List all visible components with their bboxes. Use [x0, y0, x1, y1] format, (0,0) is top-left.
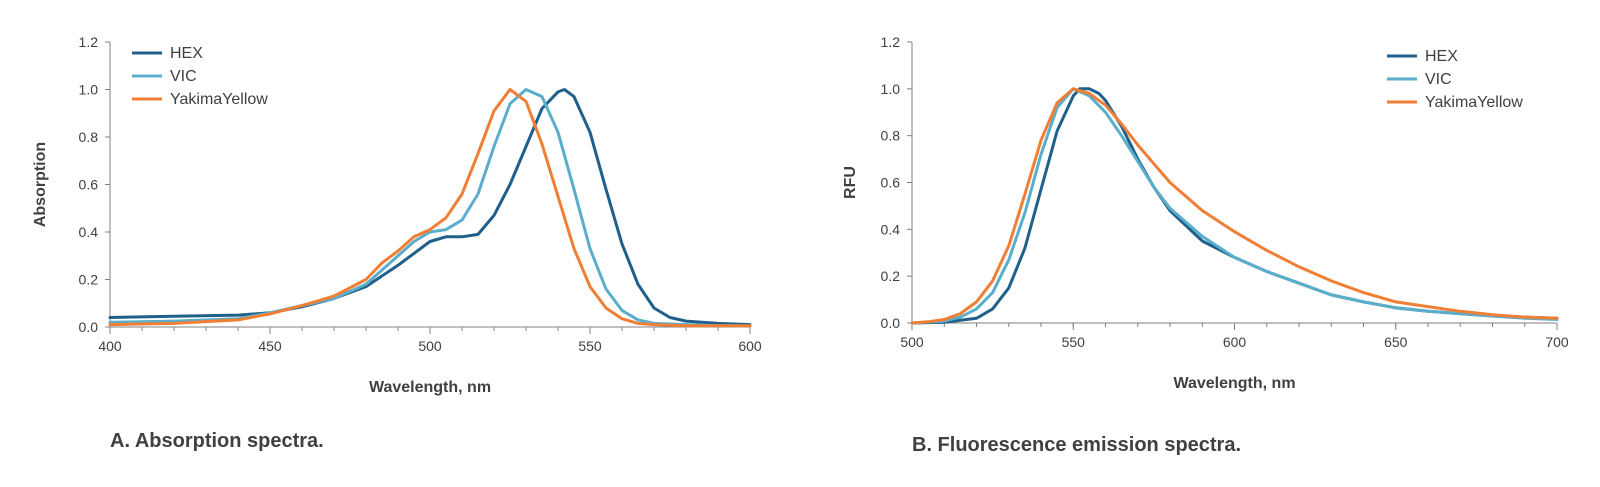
y-tick-label: 0.2 [79, 272, 99, 288]
x-tick-label: 600 [738, 338, 762, 354]
y-tick-label: 0.0 [881, 315, 901, 331]
legend-label-vic: VIC [170, 68, 197, 85]
series-line-hex [108, 88, 752, 327]
caption-emission: B. Fluorescence emission spectra. [912, 434, 1242, 456]
chart-1: 0.0 0.2 0.4 0.6 0.8 1.0 1.2 500 550 600 650 700 Wave… [842, 34, 1569, 392]
y-tick-label: 1.2 [79, 34, 99, 50]
x-tick-label: 450 [258, 338, 282, 354]
series-line-vic [910, 87, 1559, 325]
y-tick-label: 0.2 [881, 268, 901, 284]
y-tick-label: 1.2 [881, 34, 901, 50]
legend-label-vic: VIC [1425, 71, 1452, 88]
x-tick-label: 700 [1545, 334, 1569, 350]
x-axis-title: Wavelength, nm [1173, 375, 1295, 392]
series-line-yakimayellow [910, 87, 1559, 325]
y-tick-label: 0.8 [79, 129, 99, 145]
y-tick-label: 0.6 [881, 175, 901, 191]
x-tick-label: 400 [98, 338, 122, 354]
y-tick-label: 0.8 [881, 128, 901, 144]
y-tick-label: 1.0 [881, 81, 901, 97]
series-line-hex [910, 87, 1559, 325]
y-tick-label: 0.4 [79, 224, 99, 240]
x-tick-label: 500 [418, 338, 442, 354]
x-tick-label: 550 [1062, 334, 1086, 350]
legend-label-yakimayellow: YakimaYellow [170, 91, 268, 108]
chart-0: 0.0 0.2 0.4 0.6 0.8 1.0 1.2 400 450 500 550 600 Wave… [32, 34, 762, 396]
y-tick-label: 0.6 [79, 177, 99, 193]
y-tick-label: 1.0 [79, 82, 99, 98]
legend-label-hex: HEX [1425, 48, 1458, 65]
x-tick-label: 600 [1223, 334, 1247, 350]
x-tick-label: 650 [1384, 334, 1408, 350]
y-tick-label: 0.4 [881, 221, 901, 237]
legend-label-yakimayellow: YakimaYellow [1425, 94, 1523, 111]
y-axis-title: RFU [842, 166, 859, 199]
y-tick-label: 0.0 [79, 319, 99, 335]
x-axis-title: Wavelength, nm [369, 379, 491, 396]
caption-absorption: A. Absorption spectra. [110, 430, 324, 452]
x-tick-label: 550 [578, 338, 602, 354]
x-tick-label: 500 [900, 334, 924, 350]
legend-label-hex: HEX [170, 45, 203, 62]
series-line-yakimayellow [108, 88, 752, 328]
y-axis-title: Absorption [32, 142, 49, 227]
series-line-vic [108, 88, 752, 328]
